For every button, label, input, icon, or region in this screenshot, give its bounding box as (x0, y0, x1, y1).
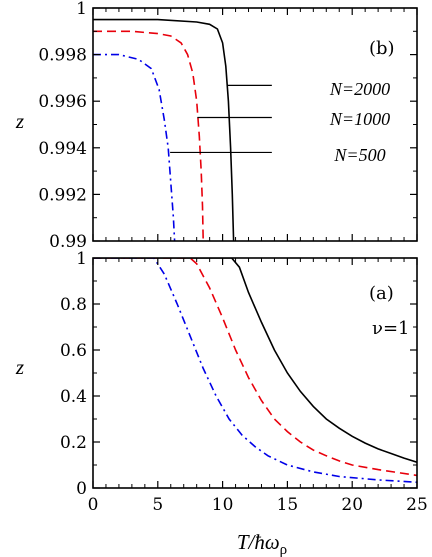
panel-b-tag: (b) (369, 38, 395, 59)
series-line-n-1000 (93, 30, 204, 241)
panel-b-y-tick-labels: 0.99 0.992 0.994 0.996 0.998 1 (38, 0, 87, 252)
panel-a-y-axis-label: z (15, 355, 24, 379)
x-axis-label-main: T/ħω (237, 530, 280, 554)
panel-a-x-tick-labels: 0 5 10 15 20 25 (88, 495, 428, 515)
legend-label: N=2000 (329, 79, 390, 99)
x-tick-label: 25 (406, 495, 428, 515)
panel-b-legend: N=2000 N=1000 N=500 (170, 79, 390, 165)
y-tick-label: 0.992 (38, 185, 87, 205)
x-axis-label: T/ħωρ (237, 530, 287, 557)
panel-b-frame (92, 7, 418, 242)
x-tick-label: 5 (152, 495, 163, 515)
panel-a-plot: 0 0.2 0.4 0.6 0.8 1 0 5 10 15 20 25 z (a) ν=1 T/ħω… (15, 249, 428, 557)
series-line-n-500 (93, 53, 176, 241)
y-tick-label: 0.4 (60, 387, 87, 407)
y-tick-label: 0 (76, 479, 87, 499)
nu-annotation: ν=1 (372, 318, 409, 339)
x-tick-label: 10 (212, 495, 234, 515)
panel-a-tag: (a) (369, 283, 394, 304)
series-line-n-2000 (93, 258, 417, 463)
panel-a-curves (93, 258, 417, 484)
x-tick-label: 0 (88, 495, 99, 515)
x-tick-label: 15 (277, 495, 299, 515)
y-tick-label: 0.8 (60, 295, 87, 315)
y-tick-label: 0.6 (60, 341, 87, 361)
panel-b-y-axis-label: z (15, 109, 24, 133)
y-tick-label: 1 (76, 0, 87, 19)
y-tick-label: 0.996 (38, 92, 87, 112)
series-line-n-500 (93, 258, 417, 484)
y-tick-label: 0.2 (60, 433, 87, 453)
legend-label: N=1000 (329, 109, 390, 129)
x-tick-label: 20 (341, 495, 363, 515)
panel-a-y-tick-labels: 0 0.2 0.4 0.6 0.8 1 (60, 249, 87, 499)
series-line-n-2000 (93, 18, 235, 241)
y-tick-label: 1 (76, 249, 87, 269)
y-tick-label: 0.994 (38, 139, 87, 159)
y-tick-label: 0.998 (38, 46, 87, 66)
panel-b-curves (93, 18, 235, 241)
legend-label: N=500 (333, 145, 385, 165)
panel-a-frame (92, 257, 418, 489)
x-axis-label-subscript: ρ (280, 542, 288, 557)
y-tick-label: 0.99 (49, 232, 87, 252)
